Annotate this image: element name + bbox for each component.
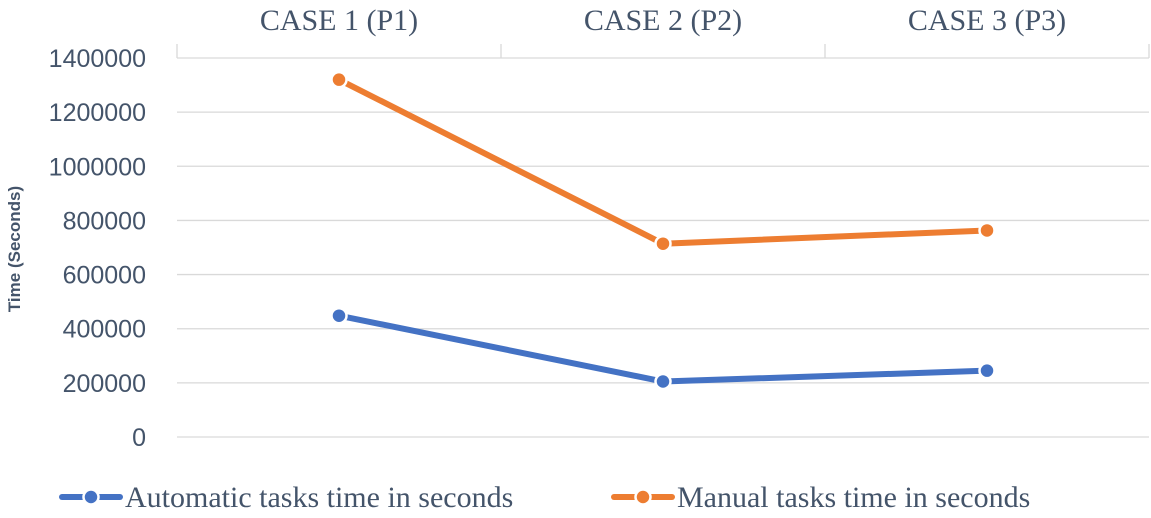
data-point: [330, 70, 348, 89]
y-tick-label: 400000: [63, 316, 146, 344]
gridlines: [177, 57, 1149, 438]
series-line: [336, 312, 990, 385]
data-point: [978, 221, 996, 240]
y-tick-label: 200000: [63, 370, 146, 398]
y-tick-label: 800000: [63, 207, 146, 235]
category-label: CASE 3 (P3): [908, 4, 1066, 37]
value-axis: 0 200000 400000 600000 800000 1000000 1200000 1…: [49, 45, 146, 452]
legend-label: Manual tasks time in seconds: [677, 481, 1030, 514]
y-axis-title: Time (Seconds): [5, 186, 24, 312]
data-point: [330, 306, 348, 325]
series-line: [336, 76, 990, 247]
y-tick-label: 0: [132, 424, 146, 452]
series-lines: [330, 70, 996, 391]
data-point: [978, 361, 996, 380]
y-tick-label: 1000000: [49, 153, 146, 181]
legend-swatch-marker: [634, 488, 652, 506]
y-tick-label: 1400000: [49, 45, 146, 73]
y-tick-label: 600000: [63, 262, 146, 290]
legend-label: Automatic tasks time in seconds: [125, 481, 513, 514]
legend-swatch-marker: [82, 488, 100, 506]
data-point: [654, 234, 672, 253]
data-point: [654, 372, 672, 391]
category-axis: CASE 1 (P1) CASE 2 (P2) CASE 3 (P3): [176, 4, 1150, 58]
category-label: CASE 2 (P2): [584, 4, 742, 37]
y-tick-label: 1200000: [49, 99, 146, 127]
category-label: CASE 1 (P1): [260, 4, 418, 37]
legend: Automatic tasks time in seconds Manual ta…: [59, 481, 1030, 514]
